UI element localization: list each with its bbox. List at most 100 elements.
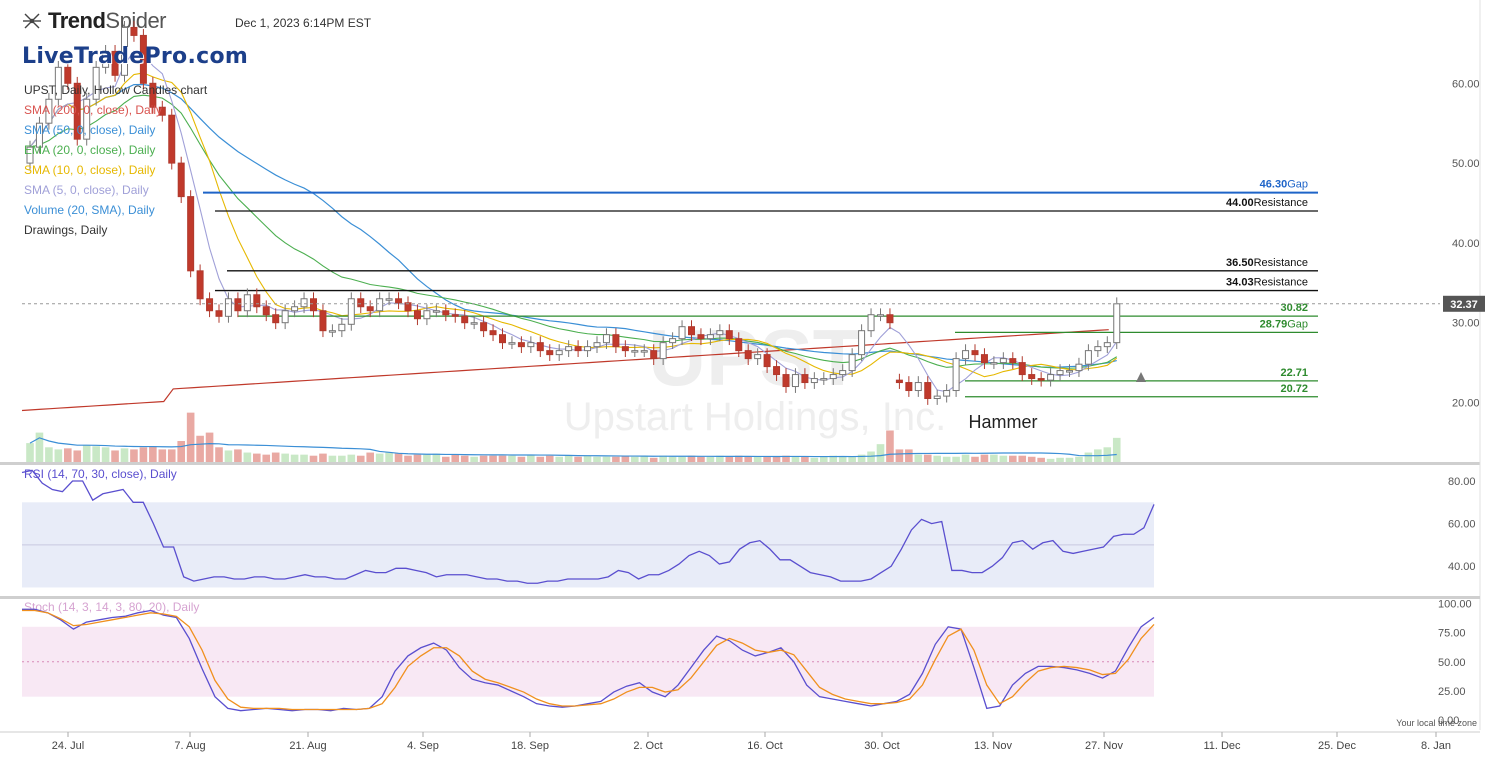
candle-body — [952, 358, 960, 392]
candle-body — [829, 374, 837, 380]
volume-bar — [1112, 437, 1121, 462]
legend-item[interactable]: SMA (10, 0, close), Daily — [24, 163, 156, 177]
candle-body — [83, 98, 91, 140]
volume-bar — [375, 453, 384, 462]
volume-bar — [130, 449, 138, 462]
volume-bar — [432, 453, 441, 462]
candle-body — [621, 346, 629, 352]
volume-bar — [942, 456, 951, 462]
candle-body — [962, 350, 970, 360]
volume-bar — [527, 454, 535, 462]
x-tick-label: 27. Nov — [1085, 740, 1123, 752]
volume-bar — [489, 455, 497, 462]
legend-item[interactable]: UPST, Daily, Hollow Candles chart — [24, 83, 208, 97]
volume-bar — [612, 456, 620, 462]
candle-body — [442, 310, 450, 316]
candle-body — [470, 322, 478, 325]
legend-item[interactable]: SMA (200, 0, close), Daily — [24, 103, 163, 117]
x-tick-label: 21. Aug — [289, 740, 326, 752]
volume-bar — [791, 456, 800, 462]
volume-bar — [451, 454, 460, 462]
volume-bar — [1075, 456, 1083, 462]
volume-bar — [848, 456, 856, 462]
volume-bar — [574, 456, 582, 462]
candle-body — [1037, 378, 1045, 381]
legend-item[interactable]: SMA (50, 0, close), Daily — [24, 123, 156, 137]
sma10-line — [29, 72, 1118, 378]
up-arrow-icon — [1136, 372, 1146, 382]
volume-bar — [1065, 457, 1074, 462]
last-price-value: 32.37 — [1450, 299, 1478, 311]
legend-item[interactable]: SMA (5, 0, close), Daily — [24, 183, 149, 197]
stoch-y-tick: 50.00 — [1438, 657, 1466, 669]
ema20-line — [29, 94, 1118, 369]
y-tick-label: 40.00 — [1452, 238, 1480, 250]
y-tick-label: 60.00 — [1452, 78, 1480, 90]
sma5-line — [29, 50, 1118, 393]
pane-separator — [0, 462, 1480, 465]
volume-bar — [980, 454, 989, 462]
volume-bar — [706, 456, 715, 462]
x-tick-label: 24. Jul — [52, 740, 84, 752]
volume-bar — [498, 455, 507, 462]
candle-body — [593, 342, 601, 348]
candle-body — [782, 374, 790, 388]
candle-body — [659, 342, 667, 360]
level-label: 46.30Gap — [1260, 179, 1308, 191]
volume-bar — [271, 452, 280, 462]
x-tick-label: 13. Nov — [974, 740, 1012, 752]
volume-bar — [338, 455, 346, 462]
y-tick-label: 20.00 — [1452, 398, 1480, 410]
volume-bar — [1009, 455, 1017, 462]
legend-item[interactable]: EMA (20, 0, close), Daily — [24, 143, 156, 157]
volume-bar — [583, 455, 592, 462]
candle-body — [555, 350, 563, 356]
volume-bar — [215, 447, 223, 462]
volume-bar — [914, 454, 923, 462]
volume-bar — [829, 455, 838, 462]
candle-body — [158, 106, 166, 116]
volume-bar — [35, 432, 44, 462]
rsi-line — [21, 469, 1155, 584]
stoch-title: Stoch (14, 3, 14, 3, 80, 20), Daily — [24, 600, 199, 614]
candle-body — [546, 350, 554, 356]
volume-bar — [224, 450, 233, 462]
volume-bar — [1084, 452, 1093, 462]
candle-body — [678, 326, 686, 340]
volume-bar — [545, 455, 554, 462]
volume-bar — [716, 455, 724, 462]
candle-body — [754, 354, 762, 360]
volume-bar — [1018, 455, 1027, 462]
level-label: 30.82 — [1280, 302, 1308, 314]
x-axis: 24. Jul 7. Aug 21. Aug 4. Sep 18. Sep 2. Oct 1… — [0, 731, 1480, 752]
candle-body — [489, 330, 497, 336]
volume-bar — [1046, 458, 1055, 462]
candle-body — [1009, 358, 1017, 364]
candle-body — [102, 50, 110, 68]
volume-bar — [933, 455, 941, 462]
volume-bar — [300, 454, 308, 462]
candle-body — [763, 354, 771, 368]
candle-body — [404, 302, 412, 312]
volume-bar — [356, 455, 365, 462]
rsi-pane: RSI (14, 70, 30, close), Daily 80.00 60.00… — [0, 467, 1480, 599]
stoch-k-line — [22, 608, 1155, 712]
x-tick-label: 2. Oct — [633, 740, 662, 752]
candle-body — [121, 26, 128, 76]
volume-bar — [838, 456, 847, 462]
volume-bar — [319, 453, 327, 462]
legend-item[interactable]: Volume (20, SMA), Daily — [24, 203, 155, 217]
candle-body — [480, 322, 488, 332]
y-tick-label: 30.00 — [1452, 318, 1480, 330]
volume-bar — [479, 455, 488, 462]
candle-body — [943, 390, 951, 397]
candle-body — [300, 298, 308, 308]
candle-body — [395, 298, 403, 304]
candle-body — [262, 306, 270, 316]
volume-bar — [876, 444, 885, 462]
volume-bar — [404, 455, 412, 462]
candle-body — [640, 350, 648, 353]
candle-body — [177, 162, 185, 198]
legend-item[interactable]: Drawings, Daily — [24, 223, 108, 237]
